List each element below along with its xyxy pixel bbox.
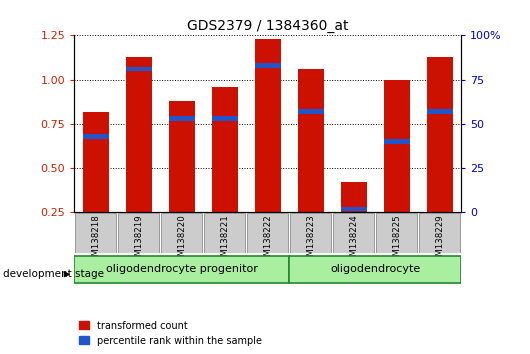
Bar (212, 116, 237, 121)
Bar (212, 87, 237, 212)
Bar (427, 109, 453, 114)
Legend: transformed count, percentile rank within the sample: transformed count, percentile rank withi… (79, 321, 262, 346)
Text: development stage: development stage (3, 269, 104, 279)
Bar (83, 112, 109, 212)
Bar (169, 116, 195, 121)
Bar (384, 80, 410, 212)
Title: GDS2379 / 1384360_at: GDS2379 / 1384360_at (187, 19, 348, 33)
Text: GSM138224: GSM138224 (349, 215, 358, 267)
Text: GSM138220: GSM138220 (177, 215, 186, 267)
Bar (126, 67, 152, 71)
Text: GSM138222: GSM138222 (263, 215, 272, 267)
FancyBboxPatch shape (118, 213, 160, 253)
FancyBboxPatch shape (376, 213, 417, 253)
FancyBboxPatch shape (75, 213, 116, 253)
FancyBboxPatch shape (247, 213, 288, 253)
Bar (427, 57, 453, 212)
Bar (169, 101, 195, 212)
Text: oligodendrocyte progenitor: oligodendrocyte progenitor (105, 264, 258, 274)
Bar (341, 182, 367, 212)
Bar (384, 139, 410, 144)
Text: GSM138229: GSM138229 (435, 215, 444, 267)
FancyBboxPatch shape (161, 213, 202, 253)
Text: GSM138221: GSM138221 (220, 215, 229, 267)
FancyBboxPatch shape (204, 213, 245, 253)
Text: GSM138219: GSM138219 (134, 215, 143, 267)
Bar (298, 109, 323, 114)
Bar (255, 39, 280, 212)
FancyBboxPatch shape (419, 213, 460, 253)
Bar (341, 207, 367, 211)
Bar (126, 57, 152, 212)
Text: oligodendrocyte: oligodendrocyte (330, 264, 420, 274)
FancyBboxPatch shape (333, 213, 374, 253)
Bar (83, 134, 109, 138)
Text: GSM138223: GSM138223 (306, 215, 315, 267)
Bar (255, 63, 280, 68)
FancyBboxPatch shape (290, 213, 331, 253)
Text: GSM138225: GSM138225 (392, 215, 401, 267)
FancyBboxPatch shape (74, 256, 289, 284)
FancyBboxPatch shape (289, 256, 461, 284)
Bar (298, 69, 323, 212)
Text: GSM138218: GSM138218 (91, 215, 100, 267)
